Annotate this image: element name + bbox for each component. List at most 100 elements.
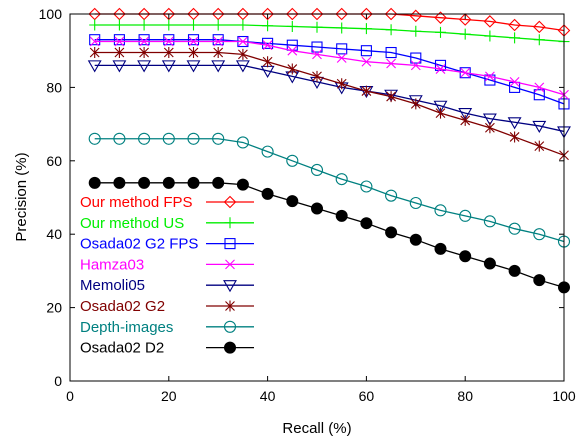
series-line	[94, 51, 565, 156]
data-point	[509, 131, 520, 143]
y-tick-label: 80	[46, 79, 62, 95]
data-point	[162, 132, 175, 145]
legend-label: Our method US	[80, 215, 184, 232]
data-point	[460, 67, 471, 78]
data-point	[187, 132, 200, 145]
data-point	[482, 113, 497, 126]
data-point	[187, 34, 200, 46]
data-point	[410, 52, 422, 64]
data-point	[508, 264, 521, 277]
legend-entry: Osada02 G2 FPS	[80, 236, 254, 253]
series-line	[94, 39, 565, 105]
data-point	[163, 19, 175, 31]
data-point	[89, 36, 100, 47]
series-7	[88, 132, 571, 248]
data-point	[286, 7, 299, 21]
data-point	[138, 34, 150, 46]
data-point	[113, 176, 126, 189]
data-point	[261, 7, 274, 21]
data-point	[236, 7, 250, 21]
data-point	[238, 48, 248, 60]
legend-entry: Hamza03	[80, 256, 254, 273]
data-point	[89, 34, 101, 46]
y-tick-label: 20	[46, 300, 62, 316]
plot-series	[87, 7, 571, 294]
data-point	[87, 60, 102, 73]
data-point	[435, 107, 446, 119]
series-4	[89, 36, 569, 100]
data-point	[410, 60, 421, 71]
data-point	[262, 40, 273, 51]
data-point	[213, 36, 224, 47]
data-point	[114, 36, 125, 47]
data-point	[236, 136, 249, 149]
legend-label: Osada02 D2	[80, 340, 164, 357]
data-point	[237, 19, 249, 31]
data-point	[385, 46, 397, 59]
legend-marker	[223, 280, 237, 293]
data-point	[484, 30, 496, 42]
data-point	[360, 217, 373, 230]
data-point	[335, 173, 348, 186]
data-point	[360, 180, 373, 193]
data-point	[211, 7, 225, 21]
series-2	[89, 19, 570, 48]
legend-marker	[225, 259, 235, 270]
data-point	[458, 108, 473, 121]
data-point	[459, 28, 471, 40]
data-point	[235, 60, 250, 73]
data-point	[386, 58, 396, 69]
data-point	[89, 19, 101, 31]
x-tick-label: 60	[359, 388, 375, 404]
data-point	[483, 257, 496, 270]
data-point	[163, 47, 174, 59]
data-point	[434, 204, 447, 217]
legend-marker	[225, 300, 235, 312]
data-point	[459, 209, 472, 222]
legend-marker	[223, 320, 237, 333]
data-point	[509, 32, 521, 44]
data-point	[89, 47, 100, 59]
x-tick-label: 40	[260, 388, 276, 404]
data-point	[533, 274, 546, 287]
y-axis-title: Precision (%)	[13, 152, 30, 241]
data-point	[188, 36, 199, 47]
y-tick-label: 60	[46, 153, 62, 169]
x-axis-title: Recall (%)	[282, 420, 351, 437]
data-point	[113, 34, 125, 46]
data-point	[360, 23, 372, 35]
data-point	[485, 122, 495, 134]
x-tick-label: 80	[457, 388, 473, 404]
data-point	[311, 21, 323, 33]
y-tick-label: 40	[46, 226, 62, 242]
legend-label: Osada02 G2	[80, 298, 165, 315]
data-point	[238, 36, 248, 47]
legend-marker	[224, 341, 236, 354]
data-point	[310, 163, 324, 177]
data-point	[262, 20, 274, 32]
data-point	[114, 47, 125, 59]
data-point	[508, 222, 521, 235]
x-tick-label: 20	[161, 388, 177, 404]
data-point	[533, 20, 546, 34]
data-point	[360, 45, 372, 57]
data-point	[137, 7, 151, 21]
data-point	[138, 132, 151, 145]
legend-entry: Osada02 G2	[80, 298, 254, 315]
data-point	[459, 250, 472, 263]
data-point	[286, 154, 299, 167]
data-point	[483, 15, 497, 28]
data-point	[484, 74, 496, 86]
data-point	[533, 34, 545, 46]
legend-marker	[224, 217, 236, 229]
data-point	[409, 196, 422, 210]
data-point	[162, 176, 175, 189]
plot-frame	[69, 13, 565, 382]
data-point	[139, 36, 149, 47]
legend-marker	[224, 238, 236, 250]
data-point	[113, 19, 125, 31]
data-point	[532, 120, 547, 134]
data-point	[460, 114, 471, 126]
